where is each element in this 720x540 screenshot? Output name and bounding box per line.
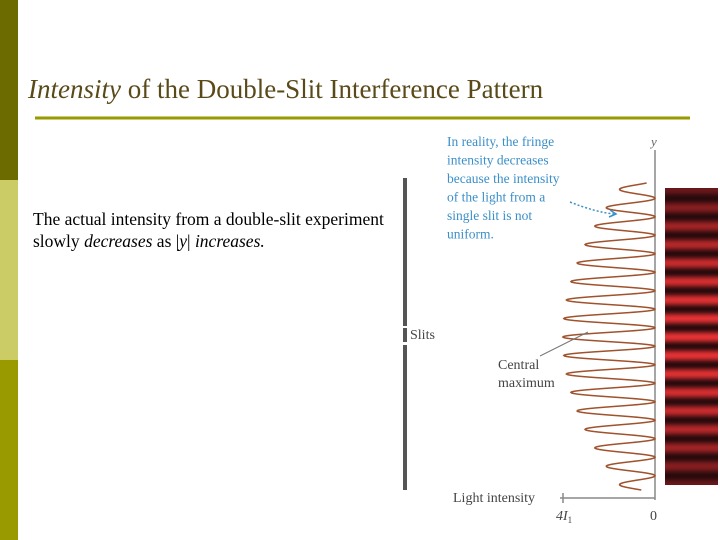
tick-label: 0: [650, 509, 657, 524]
side-bar: [0, 0, 18, 180]
fringe-strip: [665, 188, 718, 485]
axis-label: y: [649, 134, 657, 149]
body-segment: y: [179, 231, 188, 251]
body-segment: increases.: [194, 231, 265, 251]
annotation-line: intensity decreases: [447, 153, 549, 168]
slide-title: Intensity of the Double-Slit Interferenc…: [28, 74, 543, 105]
title-emphasis: Intensity: [28, 74, 121, 104]
title-text: of the Double-Slit Interference Pattern: [120, 74, 544, 104]
side-bar: [0, 180, 18, 360]
body-segment: |: [187, 231, 195, 251]
intensity-label: Light intensity: [453, 491, 535, 506]
body-segment: The actual intensity from a double-slit …: [33, 209, 384, 251]
tick-subscript: 1: [568, 515, 573, 525]
body-segment: as |: [152, 231, 180, 251]
pointer: [569, 201, 615, 215]
barrier: [403, 178, 407, 326]
central-label: maximum: [498, 376, 555, 391]
annotation-line: In reality, the fringe: [447, 134, 554, 149]
annotation-line: of the light from a: [447, 190, 545, 205]
barrier: [403, 328, 407, 342]
intensity-curve: [561, 182, 656, 491]
annotation-line: single slit is not: [447, 208, 532, 223]
side-bar: [0, 360, 18, 540]
leader: [539, 331, 589, 357]
body-text: The actual intensity from a double-slit …: [33, 208, 393, 252]
slits-label: Slits: [410, 328, 435, 343]
annotation-line: uniform.: [447, 227, 494, 242]
annotation-line: because the intensity: [447, 171, 560, 186]
central-label: Central: [498, 358, 539, 373]
pointer-head: [608, 209, 618, 218]
barrier: [403, 345, 407, 490]
tick-label: 4I1: [556, 509, 572, 525]
body-segment: decreases: [84, 231, 153, 251]
tick-label: 4I: [556, 509, 569, 524]
